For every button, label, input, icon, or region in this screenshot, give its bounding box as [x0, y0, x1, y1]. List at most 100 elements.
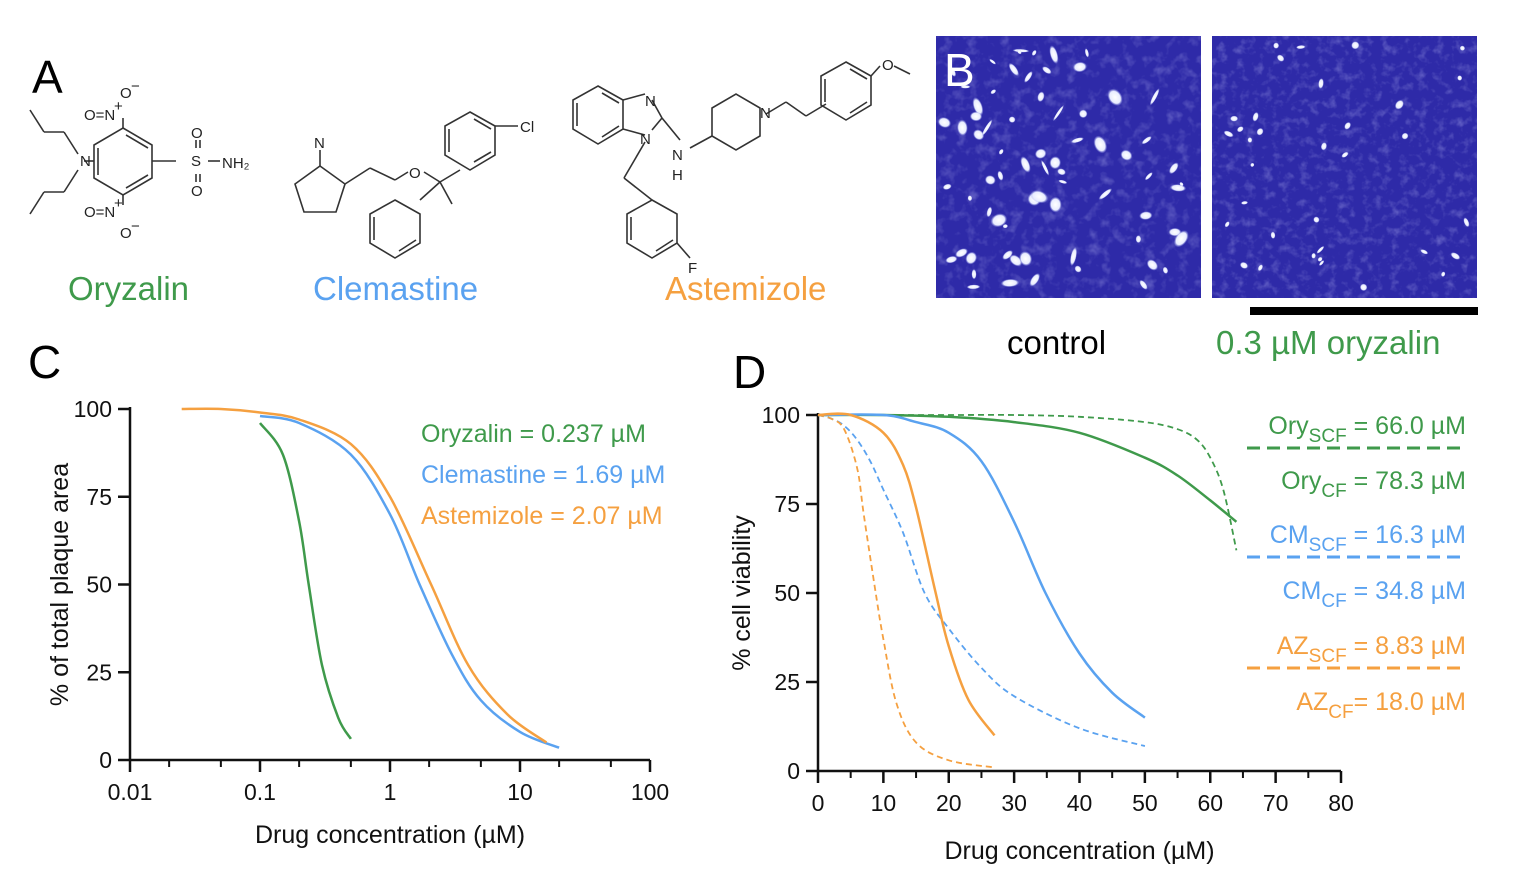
- aste-atom-6: O: [882, 57, 894, 74]
- plaque-spot: [1144, 172, 1153, 181]
- plaque-spot: [1002, 224, 1008, 229]
- x-tick-label-d: 50: [1132, 790, 1158, 816]
- plaque-spot: [1179, 182, 1184, 187]
- plaque-spot: [1223, 130, 1234, 138]
- legend-d-az-scf: AZSCF = 8.83 µM: [1277, 632, 1466, 667]
- plaque-spot: [1019, 251, 1033, 267]
- plaque-spot: [1146, 259, 1159, 271]
- ory-atom-5: N: [80, 153, 91, 170]
- plaque-spot: [1317, 256, 1323, 262]
- plaque-spot: [1141, 136, 1152, 145]
- plaque-spot: [1270, 231, 1276, 239]
- plaque-spot: [1459, 45, 1466, 51]
- plaque-spot: [1139, 211, 1153, 220]
- curve-c-astemizole: [181, 407, 548, 744]
- x-axis-label-d: Drug concentration (µM): [944, 837, 1214, 865]
- clem-atom-1: N: [314, 135, 325, 152]
- plaque-spot: [945, 255, 958, 264]
- plaque-spot: [1031, 49, 1037, 56]
- plaque-spot: [1351, 41, 1360, 50]
- plaque-spot: [1341, 151, 1349, 158]
- plaque-spot: [1139, 279, 1148, 290]
- plaque-spot: [1257, 264, 1264, 272]
- plaque-spot: [1098, 188, 1113, 200]
- aste-atom-4: H: [672, 167, 683, 184]
- panel-label-c: C: [28, 336, 61, 388]
- y-axis-label-c: % of total plaque area: [46, 463, 74, 706]
- ory-atom-10: O=N: [84, 204, 115, 221]
- plaque-spot: [1168, 162, 1179, 175]
- aste-atom-7: F: [688, 260, 697, 277]
- caption-oryzalin: 0.3 µM oryzalin: [1216, 324, 1440, 361]
- x-axis-label-c: Drug concentration (µM): [255, 821, 525, 849]
- x-tick-label-c: 100: [631, 779, 669, 805]
- plaque-spot: [942, 183, 952, 190]
- ory-atom-6: O: [191, 125, 203, 142]
- legend-d-az-cf: AZCF= 18.0 µM: [1296, 688, 1466, 723]
- plaque-spot: [1162, 266, 1169, 274]
- plaque-spot: [971, 269, 977, 280]
- plaque-spot: [1029, 273, 1041, 287]
- plaque-spot: [1344, 121, 1352, 130]
- plaque-spot: [1441, 271, 1446, 277]
- y-tick-label-c: 100: [74, 396, 112, 422]
- plaque-spot: [1049, 196, 1062, 213]
- plaque-spot: [1394, 99, 1405, 110]
- plaque-spot: [1070, 137, 1084, 144]
- plaque-spot: [1040, 159, 1050, 176]
- plaque-spot: [990, 89, 997, 95]
- panel-label-d: D: [733, 346, 766, 398]
- x-tick-label-c: 0.01: [108, 779, 153, 805]
- plaque-spot: [997, 170, 1004, 181]
- plaque-spot: [949, 66, 957, 77]
- legend-d-ory-cf: OryCF = 78.3 µM: [1281, 467, 1466, 502]
- plaque-spot: [1093, 135, 1108, 154]
- plaque-spot: [937, 117, 952, 128]
- compound-name-clemastine: Clemastine: [313, 270, 478, 307]
- plaque-spot: [955, 248, 968, 258]
- plaque-spot: [1107, 88, 1123, 106]
- ory-atom-7: S: [191, 153, 201, 170]
- plaque-spot: [1273, 42, 1280, 49]
- x-tick-label-c: 1: [384, 779, 397, 805]
- plaque-spot: [1034, 148, 1047, 159]
- plaque-spot: [1276, 54, 1285, 62]
- x-tick-label-d: 0: [812, 790, 825, 816]
- y-tick-label-d: 0: [787, 758, 800, 784]
- plaque-spot: [1149, 88, 1160, 106]
- y-tick-label-d: 25: [774, 669, 800, 695]
- chart-d-cell-viability: 0 10 20 30 40 50 60 70 80 0 25 50 75 100 Drug concentr…: [728, 402, 1466, 865]
- plaque-spot: [1037, 91, 1045, 102]
- y-tick-label-d: 75: [774, 491, 800, 517]
- legend-c-oryzalin: Oryzalin = 0.237 µM: [421, 420, 646, 448]
- plaque-spot: [1009, 254, 1023, 267]
- plaque-spot: [1002, 250, 1013, 260]
- ory-atom-8: NH₂: [222, 155, 250, 172]
- micrograph-oryzalin: [1212, 36, 1477, 298]
- plaque-spot: [1240, 200, 1249, 205]
- oryzalin-structure: [29, 109, 220, 215]
- plaque-spot: [1224, 221, 1230, 228]
- plaque-spot: [1420, 249, 1429, 255]
- plaque-spot: [1318, 260, 1325, 266]
- curve-d-az-cf: [817, 412, 996, 737]
- legend-d-cm-cf: CMCF = 34.8 µM: [1282, 577, 1466, 612]
- curve-c-oryzalin: [258, 422, 352, 740]
- plaque-spot: [1041, 66, 1052, 75]
- compound-name-astemizole: Astemizole: [665, 270, 826, 307]
- plaque-spot: [1401, 132, 1409, 140]
- y-tick-label-c: 0: [99, 747, 112, 773]
- ory-atom-9: O: [191, 183, 203, 200]
- x-tick-label-d: 70: [1263, 790, 1289, 816]
- y-tick-label-c: 25: [86, 659, 112, 685]
- x-tick-label-c: 0.1: [244, 779, 276, 805]
- y-tick-label-d: 100: [762, 402, 800, 428]
- plaque-spot: [1450, 252, 1461, 260]
- plaque-spot: [1008, 116, 1016, 123]
- plaque-spot: [1000, 278, 1020, 288]
- x-tick-label-d: 30: [1001, 790, 1027, 816]
- plaque-spot: [1247, 137, 1253, 143]
- plaque-spot: [989, 58, 997, 65]
- plaque-spot: [1072, 61, 1087, 73]
